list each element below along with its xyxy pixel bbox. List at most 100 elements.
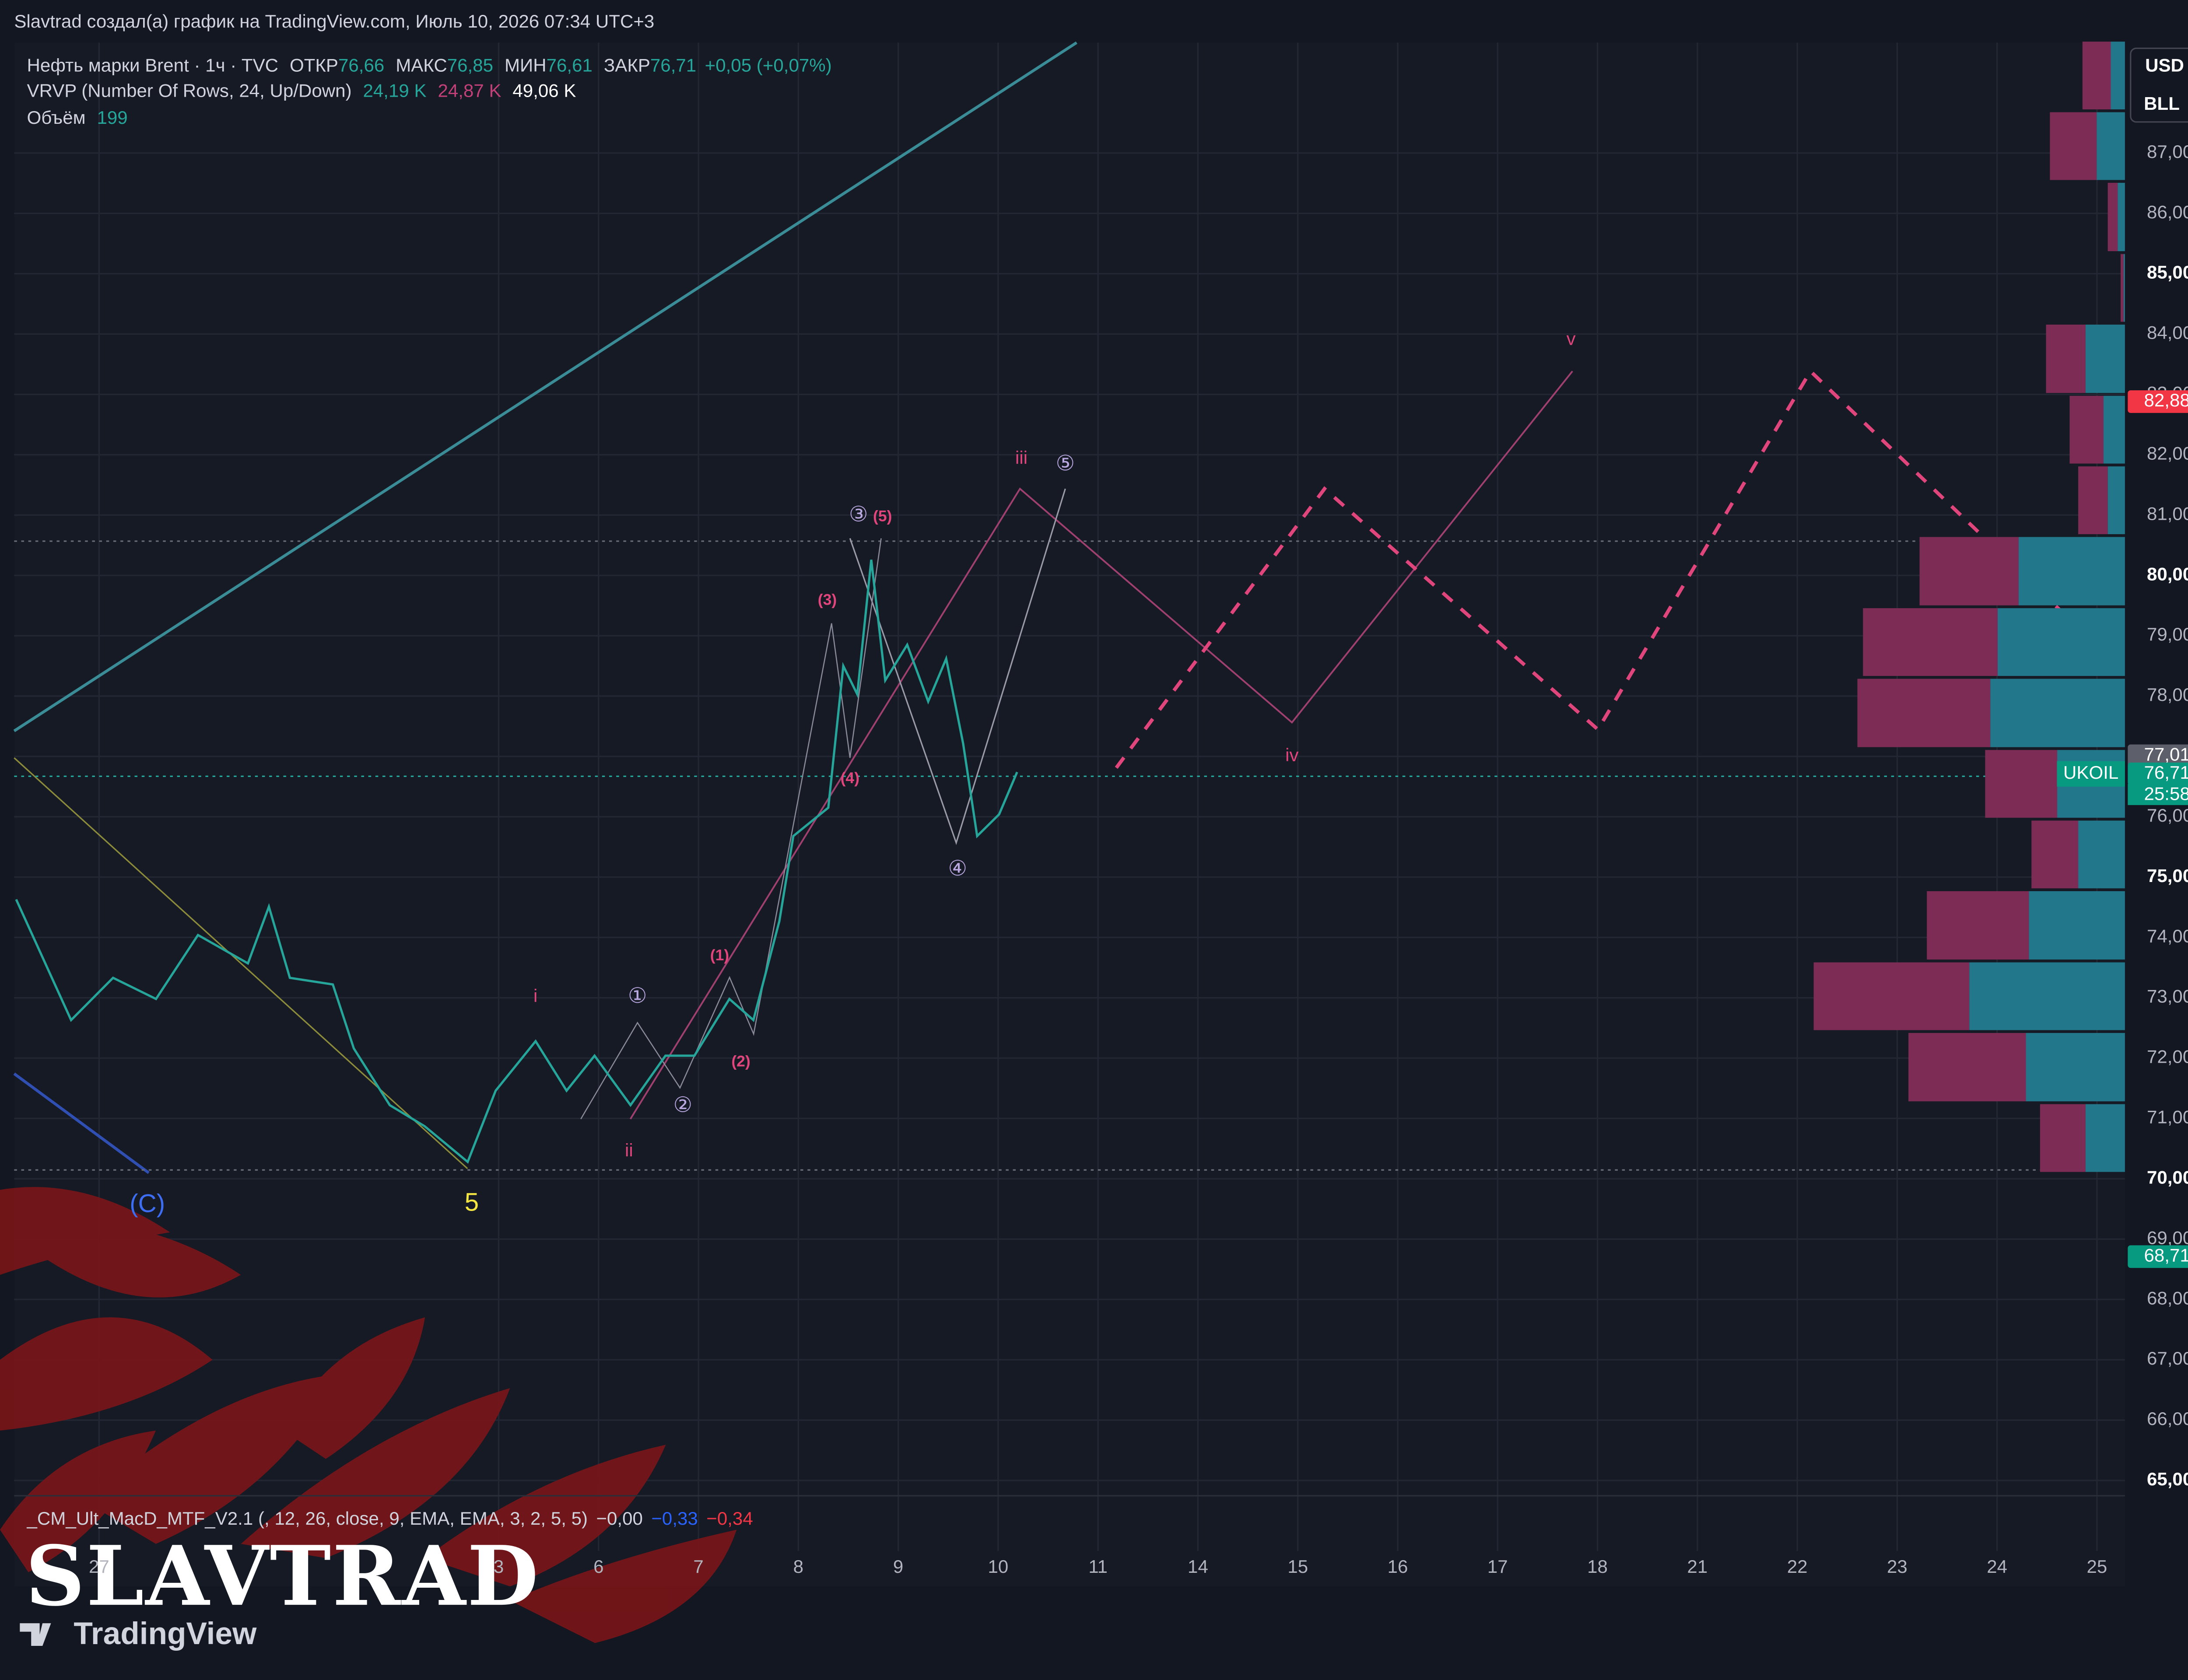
legend-text: _CM_Ult_MacD_MTF_V2.1 (, 12, 26, close, … xyxy=(27,1508,588,1529)
x-tick-label: 18 xyxy=(1587,1556,1608,1577)
price-tag-label: 82,88 xyxy=(2144,390,2188,410)
watermark: SLAVTRAD xyxy=(25,1528,540,1624)
wave-label: (4) xyxy=(841,769,860,787)
profile-up xyxy=(2111,42,2125,110)
wave-label: i xyxy=(533,985,537,1006)
profile-up xyxy=(2123,254,2125,322)
profile-down xyxy=(1919,537,2019,606)
profile-down xyxy=(2121,254,2124,322)
price-tag-label: 77,01 xyxy=(2144,744,2188,765)
profile-down xyxy=(2050,112,2097,180)
countdown: 25:58 xyxy=(2144,784,2188,804)
trendline xyxy=(14,757,468,1169)
legend-text: МИН xyxy=(505,55,547,76)
plot-area xyxy=(14,42,2125,1587)
wave-label: (5) xyxy=(873,507,892,525)
price-plot xyxy=(15,560,1018,1164)
x-tick-label: 23 xyxy=(1887,1556,1907,1577)
profile-up xyxy=(2026,1033,2125,1102)
y-tick-label: 87,00 xyxy=(2147,141,2188,162)
y-tick-label: 84,00 xyxy=(2147,322,2188,343)
price-tag-label: 68,71 xyxy=(2144,1245,2188,1265)
profile-down xyxy=(1863,608,1998,676)
profile-down xyxy=(2107,182,2118,252)
profile-up xyxy=(2097,112,2125,180)
x-tick-label: 7 xyxy=(693,1556,703,1577)
y-tick-label: 81,00 xyxy=(2147,503,2188,524)
currency[interactable]: USD xyxy=(2145,55,2184,76)
price-tag xyxy=(2128,744,2188,767)
profile-down xyxy=(1985,750,2058,818)
profile-down xyxy=(2046,324,2086,393)
profile-up xyxy=(1969,962,2125,1030)
y-tick-label: 78,00 xyxy=(2147,684,2188,705)
brand-logo xyxy=(20,1623,51,1646)
y-tick-label: 72,00 xyxy=(2147,1046,2188,1067)
profile-up xyxy=(2018,537,2125,606)
wave-label: 5 xyxy=(465,1188,479,1216)
x-tick-label: 10 xyxy=(988,1556,1008,1577)
y-tick-label: 76,00 xyxy=(2147,805,2188,826)
wave-label: (2) xyxy=(731,1053,750,1070)
legend: Объём 199 xyxy=(27,107,128,128)
y-tick-label: 66,00 xyxy=(2147,1408,2188,1429)
price-tag-label: 76,71 xyxy=(2144,762,2188,783)
x-tick-label: 15 xyxy=(1287,1556,1308,1577)
symbol-tag-label: UKOIL xyxy=(2063,762,2118,783)
legend-value: 24,19 K xyxy=(363,80,426,101)
wave-path xyxy=(580,538,882,1120)
profile-down xyxy=(2031,820,2079,889)
legend: _CM_Ult_MacD_MTF_V2.1 (, 12, 26, close, … xyxy=(27,1508,753,1529)
legend-value: −0,00 xyxy=(596,1508,642,1529)
wave-label: ① xyxy=(628,984,647,1008)
profile-up xyxy=(2107,466,2125,534)
price-line xyxy=(15,560,1018,1164)
wave-label: iv xyxy=(1285,745,1298,765)
x-tick-label: 22 xyxy=(1787,1556,1808,1577)
profile-up xyxy=(2029,891,2125,960)
x-tick-label: 17 xyxy=(1487,1556,1508,1577)
y-tick-label: 75,00 xyxy=(2147,865,2188,886)
wave-label: ③ xyxy=(849,502,868,526)
x-tick-label: 21 xyxy=(1687,1556,1708,1577)
legend-value: −0,33 xyxy=(651,1508,698,1529)
legend-value: 76,66 xyxy=(338,55,384,76)
legend-text: Нефть марки Brent · 1ч · TVC xyxy=(27,55,279,76)
profile-down xyxy=(1908,1033,2026,1102)
x-tick-label: 6 xyxy=(593,1556,603,1577)
legend-text: ЗАКР xyxy=(604,55,650,76)
profile-down xyxy=(2040,1104,2086,1172)
legend-value: 76,85 xyxy=(447,55,493,76)
y-tick-label: 74,00 xyxy=(2147,926,2188,946)
wave-label: ④ xyxy=(948,857,968,880)
price-tag xyxy=(2128,390,2188,413)
legend-text: МАКС xyxy=(396,55,447,76)
profile-up xyxy=(2103,396,2125,464)
unit[interactable]: BLL xyxy=(2144,93,2180,114)
legend-value: 199 xyxy=(97,107,127,128)
wave-label: ② xyxy=(673,1093,693,1116)
y-tick-label: 68,00 xyxy=(2147,1288,2188,1308)
header: Slavtrad создал(а) график на TradingView… xyxy=(14,11,654,32)
y-tick-label: 67,00 xyxy=(2147,1348,2188,1368)
x-tick-label: 25 xyxy=(2087,1556,2107,1577)
y-tick-label: 70,00 xyxy=(2147,1167,2188,1187)
wave-label: (C) xyxy=(130,1190,165,1218)
wave-label: ii xyxy=(625,1140,633,1160)
y-tick-label: 82,00 xyxy=(2147,443,2188,463)
profile-down xyxy=(1927,891,2029,960)
grid xyxy=(14,42,2125,1551)
profile-up xyxy=(1997,608,2125,676)
wave-label: (1) xyxy=(710,946,729,964)
legend-value: 76,61 xyxy=(547,55,593,76)
symbol-tag xyxy=(2057,761,2125,787)
x-tick-label: 8 xyxy=(793,1556,803,1577)
trendline xyxy=(13,41,1078,732)
legend: VRVP (Number Of Rows, 24, Up/Down) 24,19 … xyxy=(27,80,576,101)
currency-box[interactable] xyxy=(2130,47,2188,123)
legend-value: 76,71 xyxy=(650,55,696,76)
profile-down xyxy=(1857,679,1991,747)
profile-up xyxy=(2078,820,2125,889)
wave-label: v xyxy=(1567,328,1576,349)
